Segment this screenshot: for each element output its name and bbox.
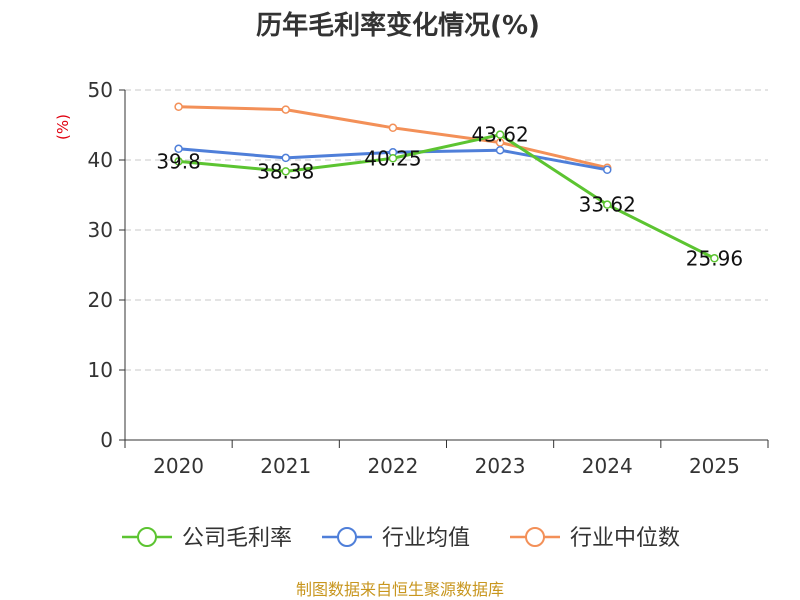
data-label: 25.96: [686, 246, 743, 270]
axes: 0 10 20 30 40 50 2020 2021 2022 2023 2024 2025: [88, 78, 769, 478]
x-tick-label: 2022: [367, 454, 418, 478]
grid: [125, 89, 768, 371]
legend-label: 行业均值: [382, 526, 470, 551]
data-label: 38.38: [257, 159, 314, 183]
data-point: [281, 105, 290, 114]
x-tick-label: 2021: [260, 454, 311, 478]
data-point: [495, 145, 505, 155]
y-tick-label: 30: [88, 218, 113, 242]
data-label: 43.62: [471, 123, 528, 147]
data-point: [174, 102, 183, 112]
x-tick-label: 2020: [153, 454, 204, 478]
y-tick-label: 40: [88, 148, 113, 172]
x-tick-label: 2025: [689, 454, 740, 478]
legend-label: 公司毛利率: [182, 526, 292, 551]
data-label: 40.25: [364, 146, 421, 170]
y-tick-label: 20: [88, 288, 113, 312]
data-point: [388, 154, 398, 163]
legend-swatch-marker: [137, 527, 157, 547]
data-point: [174, 157, 183, 166]
data-point: [388, 123, 398, 133]
chart-title: 历年毛利率变化情况(%): [256, 10, 540, 41]
y-tick-label: 10: [88, 358, 113, 382]
data-point: [495, 130, 505, 139]
data-point: [603, 165, 612, 175]
y-axis-label: (%): [54, 114, 72, 140]
data-point: [710, 254, 719, 263]
series-group: [174, 102, 719, 263]
data-point: [281, 167, 290, 176]
data-labels: 39.8 38.38 40.25 43.62 33.62 25.96: [156, 123, 743, 271]
data-point: [281, 153, 290, 163]
legend-swatch-marker: [337, 527, 357, 547]
legend-swatch-marker: [525, 527, 545, 547]
data-label: 39.8: [156, 149, 201, 173]
x-tick-label: 2023: [475, 454, 526, 478]
series-line-0: [178, 133, 716, 260]
y-tick-label: 0: [100, 428, 113, 452]
x-tick-label: 2024: [582, 454, 633, 478]
data-point: [174, 144, 183, 154]
legend-label: 行业中位数: [570, 526, 680, 551]
y-tick-label: 50: [88, 78, 113, 102]
data-label: 33.62: [579, 193, 636, 217]
data-point: [603, 200, 612, 209]
source-note: 制图数据来自恒生聚源数据库: [296, 580, 504, 599]
legend: 公司毛利率 行业均值 行业中位数: [122, 526, 680, 551]
